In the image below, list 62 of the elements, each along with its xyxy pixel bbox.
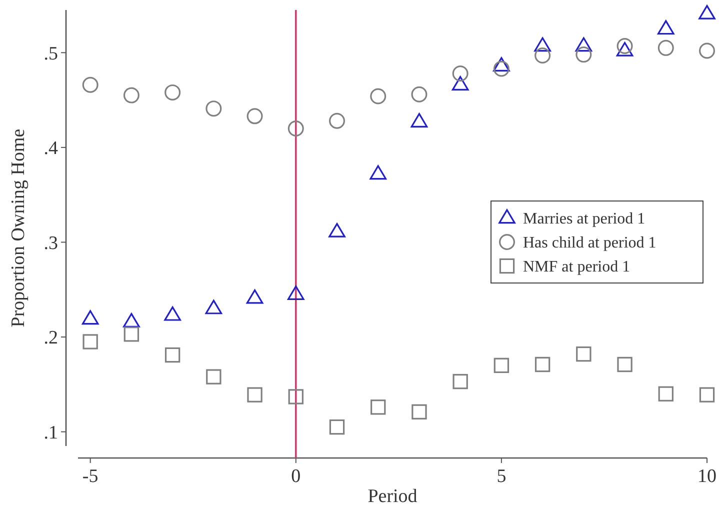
point xyxy=(247,387,262,402)
point xyxy=(576,346,592,362)
point xyxy=(288,389,304,404)
point xyxy=(493,60,510,77)
y-tick-label: .2 xyxy=(44,328,58,349)
x-tick-label: 10 xyxy=(698,466,716,487)
point xyxy=(494,358,510,374)
point xyxy=(657,20,674,35)
point xyxy=(82,76,98,93)
legend-label: Has child at period 1 xyxy=(523,234,656,252)
point xyxy=(164,84,181,100)
point xyxy=(205,300,222,314)
point xyxy=(328,222,346,238)
point xyxy=(493,57,510,72)
y-tick-label: .5 xyxy=(44,43,58,64)
point xyxy=(576,46,592,63)
point xyxy=(82,310,99,325)
point xyxy=(658,40,674,56)
point xyxy=(123,87,140,104)
point xyxy=(370,165,387,180)
x-tick-label: 5 xyxy=(496,466,506,487)
point xyxy=(287,286,304,300)
point xyxy=(534,37,551,52)
point xyxy=(616,38,633,54)
point xyxy=(617,356,632,372)
y-tick-label: .4 xyxy=(44,138,58,160)
point xyxy=(534,356,550,372)
x-tick-label: -5 xyxy=(82,466,98,487)
legend-label: NMF at period 1 xyxy=(523,258,630,276)
point xyxy=(246,108,263,124)
point xyxy=(82,334,98,350)
point xyxy=(699,42,715,59)
point xyxy=(329,112,345,129)
point xyxy=(658,386,674,402)
point xyxy=(616,42,634,56)
point xyxy=(452,66,468,82)
point xyxy=(412,404,427,420)
point xyxy=(699,387,715,402)
point xyxy=(124,326,140,342)
point xyxy=(206,100,222,117)
point xyxy=(370,400,386,415)
point xyxy=(288,120,304,136)
point xyxy=(123,313,140,328)
point xyxy=(534,47,551,64)
point xyxy=(410,113,428,128)
point xyxy=(329,419,345,435)
x-axis-title: Period xyxy=(368,486,418,507)
point xyxy=(164,306,181,321)
point xyxy=(411,86,428,102)
point xyxy=(370,88,386,104)
point xyxy=(206,369,222,384)
point xyxy=(698,4,716,20)
y-tick-label: .3 xyxy=(44,232,58,254)
point xyxy=(452,374,468,390)
legend-label: Marries at period 1 xyxy=(523,210,646,228)
point xyxy=(575,37,592,52)
y-tick-label: .1 xyxy=(44,422,58,444)
x-tick-label: 0 xyxy=(291,466,301,487)
point xyxy=(246,289,264,304)
point xyxy=(164,347,180,363)
point xyxy=(452,76,469,90)
y-axis-title: Proportion Owning Home xyxy=(8,128,29,328)
